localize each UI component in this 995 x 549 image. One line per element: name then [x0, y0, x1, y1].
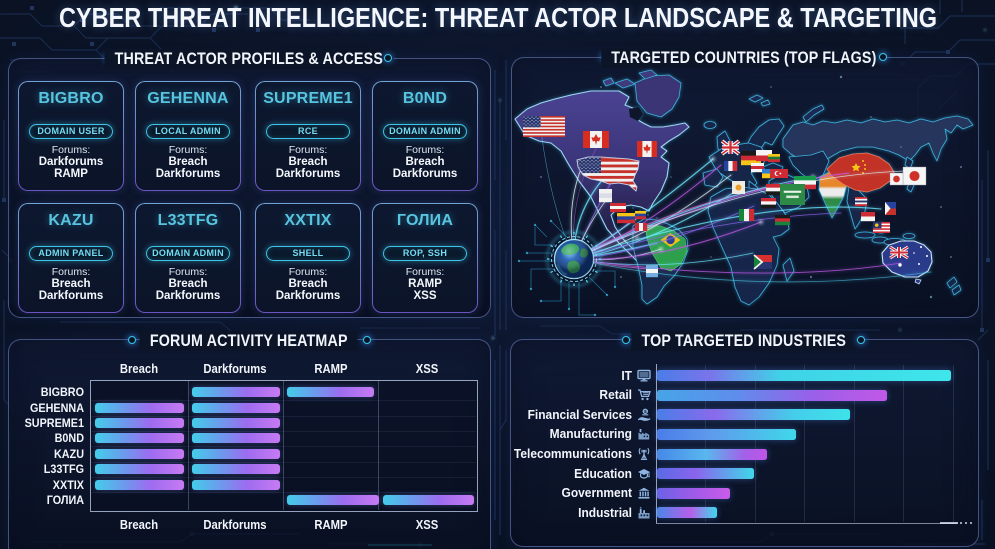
svg-text:$: $ [644, 409, 647, 415]
